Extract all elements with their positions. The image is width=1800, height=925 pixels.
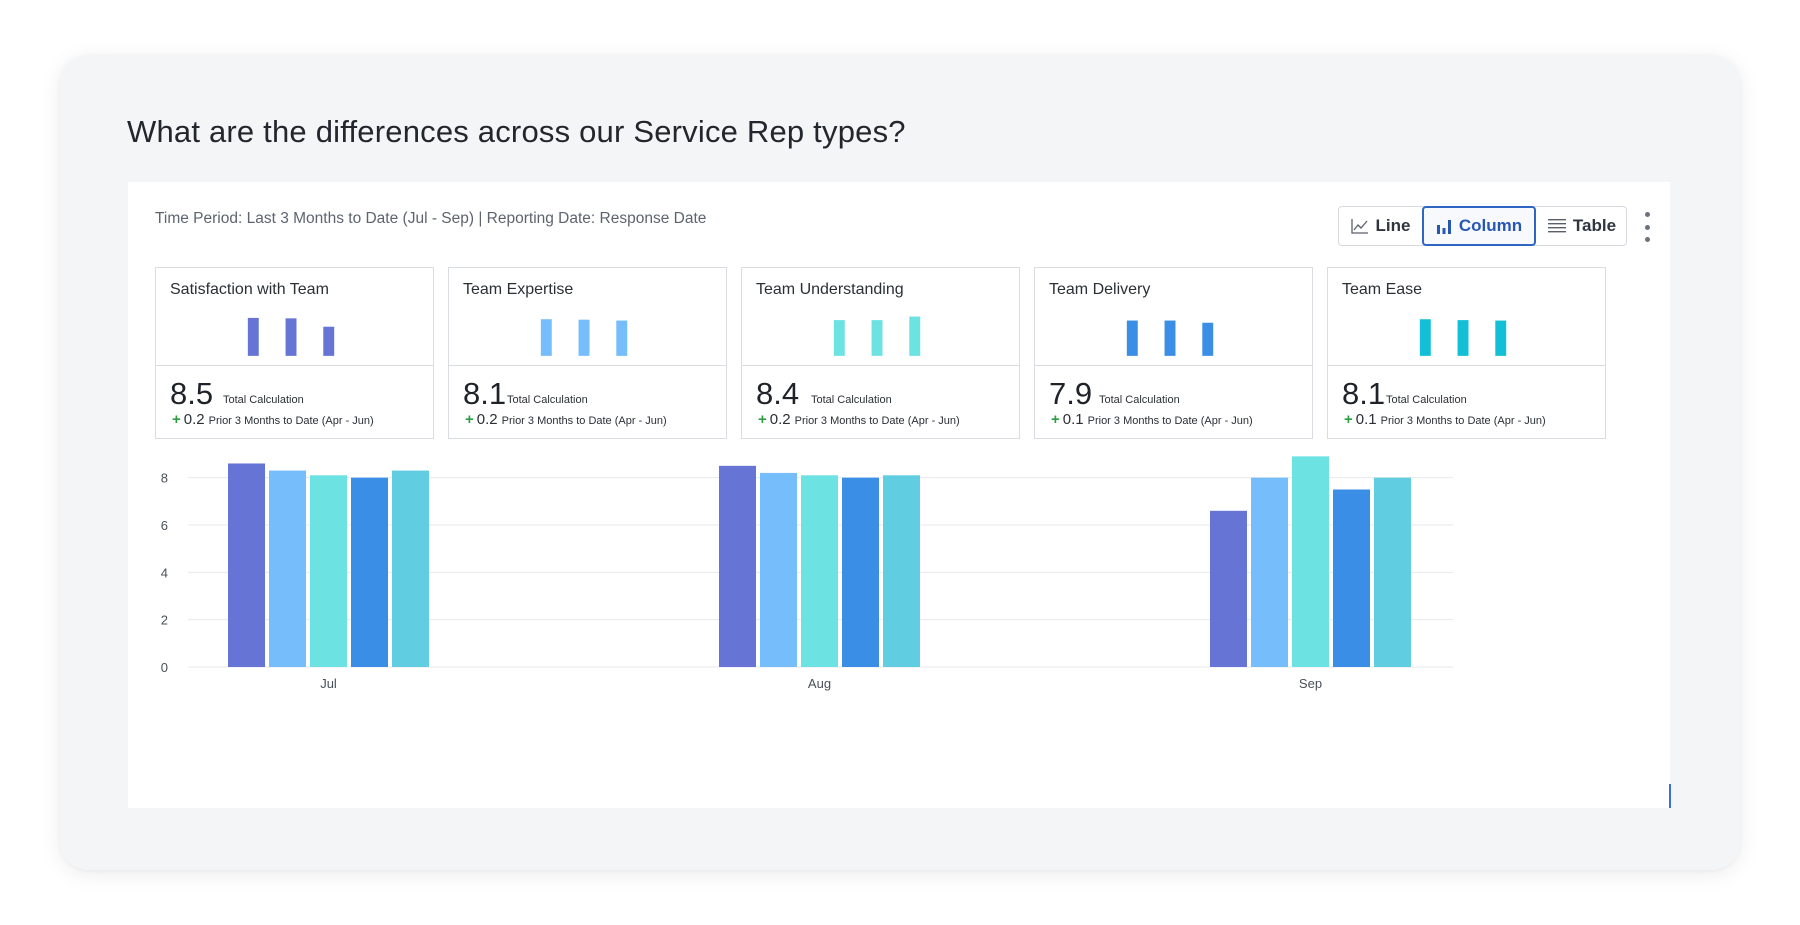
bar-aug-4[interactable] [842, 477, 879, 667]
bar-jul-2[interactable] [269, 470, 306, 667]
bar-aug-2[interactable] [760, 472, 797, 667]
y-tick-label: 4 [161, 565, 168, 580]
metric-prior-label: Prior 3 Months to Date (Apr - Jun) [1380, 415, 1546, 427]
metric-name: Team Expertise [463, 281, 574, 298]
sparkline-bar [1164, 320, 1176, 356]
bar-sep-1[interactable] [1210, 510, 1247, 667]
x-tick-label: Jul [320, 676, 337, 691]
line-view-button[interactable]: Line [1339, 206, 1422, 246]
y-tick-label: 6 [161, 518, 168, 533]
metric-value-label: Total Calculation [1099, 394, 1180, 406]
metric-delta-value: 0.1 [1062, 411, 1084, 428]
metric-card-understanding[interactable]: Team Understanding 8.4 Total Calculation… [741, 267, 1020, 439]
metric-value: 8.4 [756, 376, 800, 411]
column-view-label: Column [1458, 216, 1523, 235]
metric-card-delivery[interactable]: Team Delivery 7.9 Total Calculation +0.1… [1034, 267, 1313, 439]
metric-delta-value: 0.1 [1355, 411, 1377, 428]
metric-sparkline [1126, 320, 1214, 356]
metric-delta: +0.2 Prior 3 Months to Date (Apr - Jun) [758, 411, 960, 428]
bar-jul-4[interactable] [351, 477, 388, 667]
metric-value: 7.9 [1049, 376, 1093, 411]
metric-prior-label: Prior 3 Months to Date (Apr - Jun) [794, 415, 960, 427]
metric-delta: +0.1 Prior 3 Months to Date (Apr - Jun) [1051, 411, 1253, 428]
bar-aug-5[interactable] [883, 475, 920, 667]
sparkline-bar [1126, 320, 1138, 356]
sparkline-bar [540, 319, 552, 356]
column-chart: 0 2 4 6 8 Jul Aug Sep [161, 456, 1453, 691]
metric-delta-value: 0.2 [476, 411, 498, 428]
bar-jul-1[interactable] [228, 463, 265, 667]
widget-panel: Time Period: Last 3 Months to Date (Jul … [128, 182, 1671, 808]
metric-sparkline [540, 319, 628, 356]
metric-delta: +0.2 Prior 3 Months to Date (Apr - Jun) [172, 411, 374, 428]
metric-value: 8.1 [463, 376, 507, 411]
more-options-icon[interactable] [1640, 212, 1654, 242]
metric-name: Team Ease [1342, 281, 1423, 298]
metric-value: 8.1 [1342, 376, 1386, 411]
table-icon [1547, 219, 1566, 233]
metric-prior-label: Prior 3 Months to Date (Apr - Jun) [208, 415, 374, 427]
column-chart-icon [1436, 220, 1451, 234]
sparkline-bar [323, 326, 335, 356]
metric-sparkline [1419, 319, 1507, 356]
bar-aug-1[interactable] [719, 465, 756, 667]
metric-prior-label: Prior 3 Months to Date (Apr - Jun) [1087, 415, 1253, 427]
bar-sep-3[interactable] [1292, 456, 1329, 667]
bar-jul-3[interactable] [310, 475, 347, 667]
sparkline-bar [285, 318, 297, 356]
metric-card-expertise[interactable]: Team Expertise 8.1 Total Calculation +0.… [448, 267, 727, 439]
metric-prior-label: Prior 3 Months to Date (Apr - Jun) [501, 415, 667, 427]
view-toggle: Line Column Table [1338, 206, 1627, 246]
metric-delta: +0.2 Prior 3 Months to Date (Apr - Jun) [465, 411, 667, 428]
accent-mark [1669, 784, 1671, 808]
sparkline-bar [1202, 322, 1214, 356]
metric-value-label: Total Calculation [1386, 394, 1467, 406]
table-view-button[interactable]: Table [1536, 206, 1628, 246]
y-tick-label: 0 [161, 660, 168, 675]
page-title: What are the differences across our Serv… [127, 114, 906, 149]
metric-value-label: Total Calculation [223, 394, 304, 406]
metric-name: Team Understanding [756, 281, 904, 298]
metric-card-ease[interactable]: Team Ease 8.1 Total Calculation +0.1 Prio… [1327, 267, 1606, 439]
x-tick-label: Aug [808, 676, 831, 691]
y-tick-label: 2 [161, 613, 168, 628]
y-tick-label: 8 [161, 471, 168, 486]
metric-sparkline [833, 316, 921, 356]
bar-jul-5[interactable] [392, 470, 429, 667]
metric-value-label: Total Calculation [811, 394, 892, 406]
table-view-label: Table [1572, 216, 1617, 235]
metric-name: Team Delivery [1049, 281, 1151, 298]
sparkline-bar [833, 320, 845, 356]
metric-value-label: Total Calculation [507, 394, 588, 406]
line-view-label: Line [1375, 216, 1411, 235]
metric-delta-value: 0.2 [183, 411, 205, 428]
metric-delta-value: 0.2 [769, 411, 791, 428]
sparkline-bar [871, 320, 883, 356]
bar-aug-3[interactable] [801, 475, 838, 667]
metric-name: Satisfaction with Team [170, 281, 329, 298]
sparkline-bar [909, 316, 921, 356]
metric-sparkline [247, 317, 335, 356]
bar-sep-5[interactable] [1374, 477, 1411, 667]
metric-card-satisfaction[interactable]: Satisfaction with Team 8.5 Total Calcula… [155, 267, 434, 439]
metric-delta: +0.1 Prior 3 Months to Date (Apr - Jun) [1344, 411, 1546, 428]
sparkline-bar [1495, 320, 1507, 356]
column-view-button[interactable]: Column [1422, 206, 1536, 246]
sparkline-bar [247, 317, 259, 356]
time-period-info: Time Period: Last 3 Months to Date (Jul … [155, 210, 707, 227]
bar-sep-2[interactable] [1251, 477, 1288, 667]
metric-value: 8.5 [170, 376, 214, 411]
x-tick-label: Sep [1299, 676, 1322, 691]
sparkline-bar [1419, 319, 1431, 356]
sparkline-bar [578, 319, 590, 356]
sparkline-bar [1457, 320, 1469, 356]
line-chart-icon [1350, 219, 1368, 234]
bar-sep-4[interactable] [1333, 489, 1370, 668]
sparkline-bar [616, 320, 628, 356]
